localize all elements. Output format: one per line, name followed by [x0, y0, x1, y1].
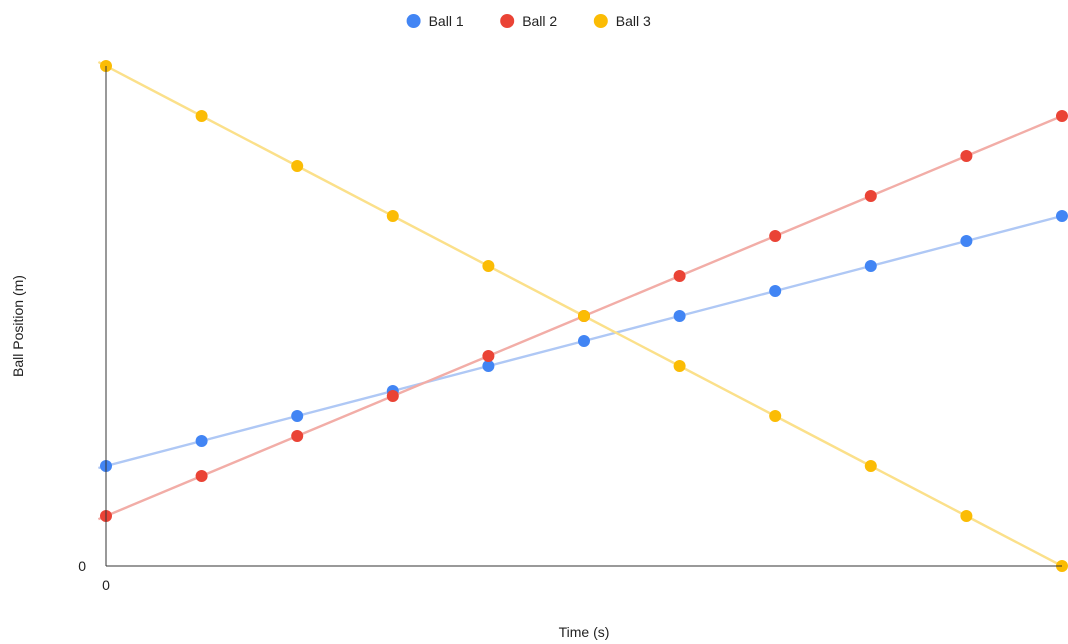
legend-marker-series-2: [500, 14, 515, 28]
data-point-series-3[interactable]: [195, 110, 208, 122]
data-point-series-3[interactable]: [386, 210, 399, 222]
data-point-series-2[interactable]: [482, 350, 495, 362]
series-line-2: [97, 114, 1063, 521]
data-point-series-3[interactable]: [960, 510, 973, 522]
data-point-series-3[interactable]: [578, 310, 590, 322]
y-tick-label: 0: [78, 558, 86, 574]
legend-label-series-2: Ball 2: [522, 13, 557, 29]
axes: 0 0 Time (s) Ball Position (m): [10, 66, 1062, 640]
data-point-series-2[interactable]: [769, 230, 782, 242]
data-point-series-1[interactable]: [482, 360, 495, 372]
data-point-series-3[interactable]: [864, 460, 877, 472]
data-point-series-2[interactable]: [291, 430, 304, 442]
data-point-series-1[interactable]: [673, 310, 686, 322]
x-axis-title: Time (s): [559, 624, 610, 640]
legend-marker-series-1: [406, 14, 421, 28]
data-point-series-3[interactable]: [482, 260, 495, 272]
data-point-series-1[interactable]: [1056, 210, 1068, 222]
series-line-3: [97, 60, 1063, 568]
data-point-series-1[interactable]: [769, 285, 782, 297]
legend-label-series-3: Ball 3: [616, 13, 651, 29]
y-axis-title: Ball Position (m): [10, 275, 26, 377]
series-line-1: [98, 214, 1063, 470]
legend-marker-series-3: [593, 14, 608, 28]
data-point-series-2[interactable]: [195, 470, 208, 482]
data-point-series-2[interactable]: [960, 150, 973, 162]
data-point-series-3[interactable]: [291, 160, 304, 172]
legend-label-series-1: Ball 1: [429, 13, 464, 29]
x-tick-label: 0: [102, 577, 110, 593]
data-point-series-3[interactable]: [769, 410, 782, 422]
data-point-series-1[interactable]: [960, 235, 973, 247]
data-point-series-2[interactable]: [386, 390, 399, 402]
data-point-series-2[interactable]: [1056, 110, 1068, 122]
data-point-series-1[interactable]: [578, 335, 590, 347]
data-point-series-1[interactable]: [195, 435, 208, 447]
data-point-series-1[interactable]: [291, 410, 304, 422]
data-point-series-3[interactable]: [673, 360, 686, 372]
plot-area: [97, 60, 1068, 572]
data-point-series-1[interactable]: [864, 260, 877, 272]
data-point-series-2[interactable]: [864, 190, 877, 202]
data-point-series-2[interactable]: [673, 270, 686, 282]
legend: Ball 1 Ball 2 Ball 3: [406, 13, 651, 29]
